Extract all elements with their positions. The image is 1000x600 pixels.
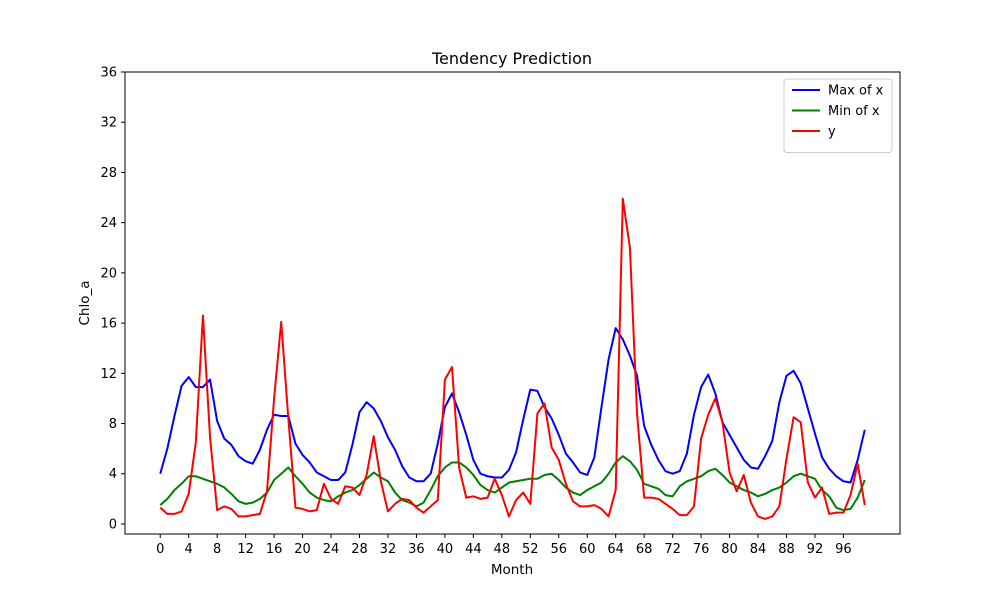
x-tick-label: 56 — [550, 542, 567, 557]
x-tick-label: 72 — [664, 542, 681, 557]
x-tick-label: 76 — [693, 542, 710, 557]
legend-label-max-of-x: Max of x — [828, 84, 884, 99]
x-tick-label: 92 — [807, 542, 824, 557]
x-tick-label: 4 — [185, 542, 193, 557]
series-line-y — [159, 197, 866, 520]
series-line-min-of-x — [159, 455, 866, 512]
plot-area: 0 4 8 12 16 20 24 28 32 36 40 44 48 52 56 60 64 68 72 76 80 8… — [100, 66, 901, 557]
y-tick-label: 4 — [109, 467, 117, 482]
y-tick-label: 0 — [109, 517, 117, 532]
legend-label-min-of-x: Min of x — [828, 104, 880, 119]
y-tick-label: 20 — [100, 266, 117, 281]
y-axis-label: Chlo_a — [77, 280, 93, 325]
x-tick-label: 0 — [156, 542, 164, 557]
legend-box — [783, 78, 893, 153]
legend-label-y: y — [828, 125, 836, 140]
plot-frame — [124, 71, 901, 535]
x-tick-label: 52 — [522, 542, 539, 557]
x-tick-label: 8 — [213, 542, 221, 557]
x-tick-label: 32 — [380, 542, 397, 557]
y-tick-label: 32 — [100, 116, 117, 131]
y-tick-label: 24 — [100, 216, 117, 231]
legend: Max of x Min of x y — [783, 78, 893, 153]
x-tick-label: 12 — [237, 542, 254, 557]
x-tick-label: 84 — [750, 542, 767, 557]
x-tick-label: 44 — [465, 542, 482, 557]
x-tick-label: 28 — [351, 542, 368, 557]
chart-title: Tendency Prediction — [431, 49, 592, 68]
x-tick-label: 40 — [437, 542, 454, 557]
x-tick-label: 36 — [408, 542, 425, 557]
x-axis-label: Month — [491, 562, 533, 578]
x-tick-label: 88 — [778, 542, 795, 557]
x-tick-label: 80 — [721, 542, 738, 557]
series-line-max-of-x — [159, 327, 866, 484]
y-tick-label: 8 — [109, 417, 117, 432]
y-tick-label: 36 — [100, 66, 117, 81]
y-tick-label: 16 — [100, 317, 117, 332]
x-tick-label: 96 — [835, 542, 852, 557]
y-tick-label: 12 — [100, 367, 117, 382]
x-tick-label: 64 — [607, 542, 624, 557]
y-tick-label: 28 — [100, 166, 117, 181]
x-tick-label: 48 — [494, 542, 511, 557]
x-tick-label: 20 — [294, 542, 311, 557]
x-tick-label: 24 — [323, 542, 340, 557]
x-tick-label: 16 — [266, 542, 283, 557]
x-tick-label: 68 — [636, 542, 653, 557]
x-tick-label: 60 — [579, 542, 596, 557]
